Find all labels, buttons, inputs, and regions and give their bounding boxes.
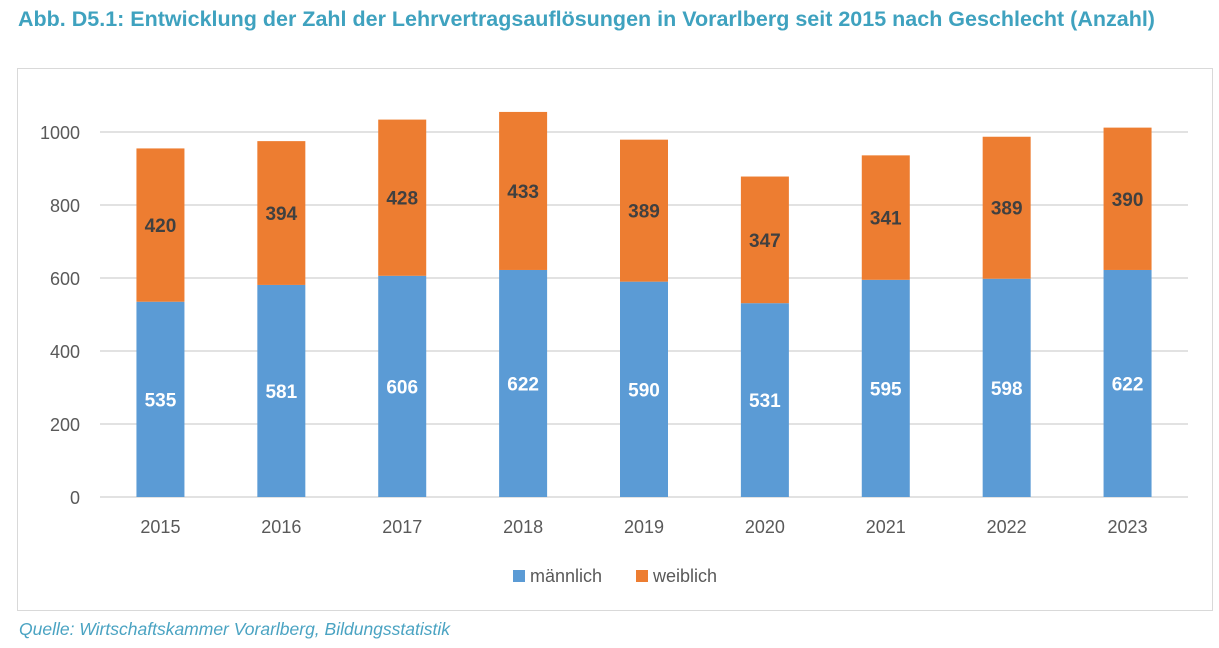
x-tick-label: 2023: [1108, 517, 1148, 537]
x-tick-label: 2015: [140, 517, 180, 537]
bar-maennlich-2015: [136, 301, 185, 497]
x-axis-ticks: 2015 2016 2017 2018 2019 2020 2021 2022 2023: [140, 517, 1147, 537]
x-tick-label: 2022: [987, 517, 1027, 537]
bar-weiblich-2018: [499, 111, 548, 270]
bar-maennlich-2017: [378, 275, 427, 497]
bar-weiblich-2017: [378, 119, 427, 276]
bar-maennlich-2019: [620, 281, 668, 497]
bar-weiblich-2019: [620, 139, 668, 282]
legend-label-maennlich: männlich: [530, 566, 602, 586]
bar-maennlich-2022: [982, 278, 1031, 497]
bar-weiblich-2023: [1103, 127, 1152, 270]
data-label-weiblich-2022: 389: [991, 199, 1023, 220]
data-label-weiblich-2018: 433: [507, 182, 539, 203]
x-tick-label: 2017: [382, 517, 422, 537]
data-label-maennlich-2023: 622: [1112, 374, 1144, 395]
source-note: Quelle: Wirtschaftskammer Vorarlberg, Bi…: [19, 619, 451, 639]
bar-weiblich-2022: [982, 136, 1031, 279]
data-label-maennlich-2022: 598: [991, 379, 1023, 400]
chart-title: Abb. D5.1: Entwicklung der Zahl der Lehr…: [18, 7, 1155, 31]
bar-maennlich-2018: [499, 269, 548, 497]
data-label-maennlich-2021: 595: [870, 379, 902, 400]
data-label-maennlich-2016: 581: [265, 382, 297, 403]
x-tick-label: 2021: [866, 517, 906, 537]
bar-weiblich-2021: [861, 155, 910, 280]
chart-frame: [17, 68, 1213, 611]
y-axis-ticks: 0 200 400 600 800 1000: [40, 123, 80, 508]
bar-maennlich-2020: [740, 303, 789, 497]
data-label-weiblich-2020: 347: [749, 231, 781, 252]
data-label-weiblich-2023: 390: [1112, 190, 1144, 211]
y-tick-label: 200: [50, 415, 80, 435]
data-label-weiblich-2016: 394: [265, 204, 297, 225]
bar-weiblich-2020: [740, 176, 789, 304]
x-tick-label: 2019: [624, 517, 664, 537]
y-tick-label: 600: [50, 269, 80, 289]
data-label-maennlich-2020: 531: [749, 391, 781, 412]
bars: [136, 111, 1152, 497]
data-label-weiblich-2019: 389: [628, 202, 660, 223]
bar-maennlich-2023: [1103, 269, 1152, 497]
data-label-maennlich-2018: 622: [507, 374, 539, 395]
legend-label-weiblich: weiblich: [652, 566, 717, 586]
data-label-maennlich-2015: 535: [145, 390, 177, 411]
x-tick-label: 2016: [261, 517, 301, 537]
data-label-maennlich-2017: 606: [386, 377, 418, 398]
y-tick-label: 0: [70, 488, 80, 508]
data-labels: 535 420 581 394 606 428 622 433 590 389 531 347 595 3…: [145, 182, 1144, 412]
legend: männlich weiblich: [513, 566, 717, 586]
y-tick-label: 400: [50, 342, 80, 362]
y-tick-label: 800: [50, 196, 80, 216]
bar-maennlich-2016: [257, 284, 306, 497]
data-label-weiblich-2021: 341: [870, 209, 902, 230]
legend-swatch-maennlich: [513, 570, 525, 582]
y-tick-label: 1000: [40, 123, 80, 143]
bar-weiblich-2015: [136, 148, 185, 302]
data-label-maennlich-2019: 590: [628, 380, 660, 401]
x-tick-label: 2020: [745, 517, 785, 537]
data-label-weiblich-2017: 428: [386, 189, 418, 210]
x-tick-label: 2018: [503, 517, 543, 537]
data-label-weiblich-2015: 420: [145, 216, 177, 237]
bar-maennlich-2021: [861, 279, 910, 497]
bar-weiblich-2016: [257, 141, 306, 285]
legend-swatch-weiblich: [636, 570, 648, 582]
